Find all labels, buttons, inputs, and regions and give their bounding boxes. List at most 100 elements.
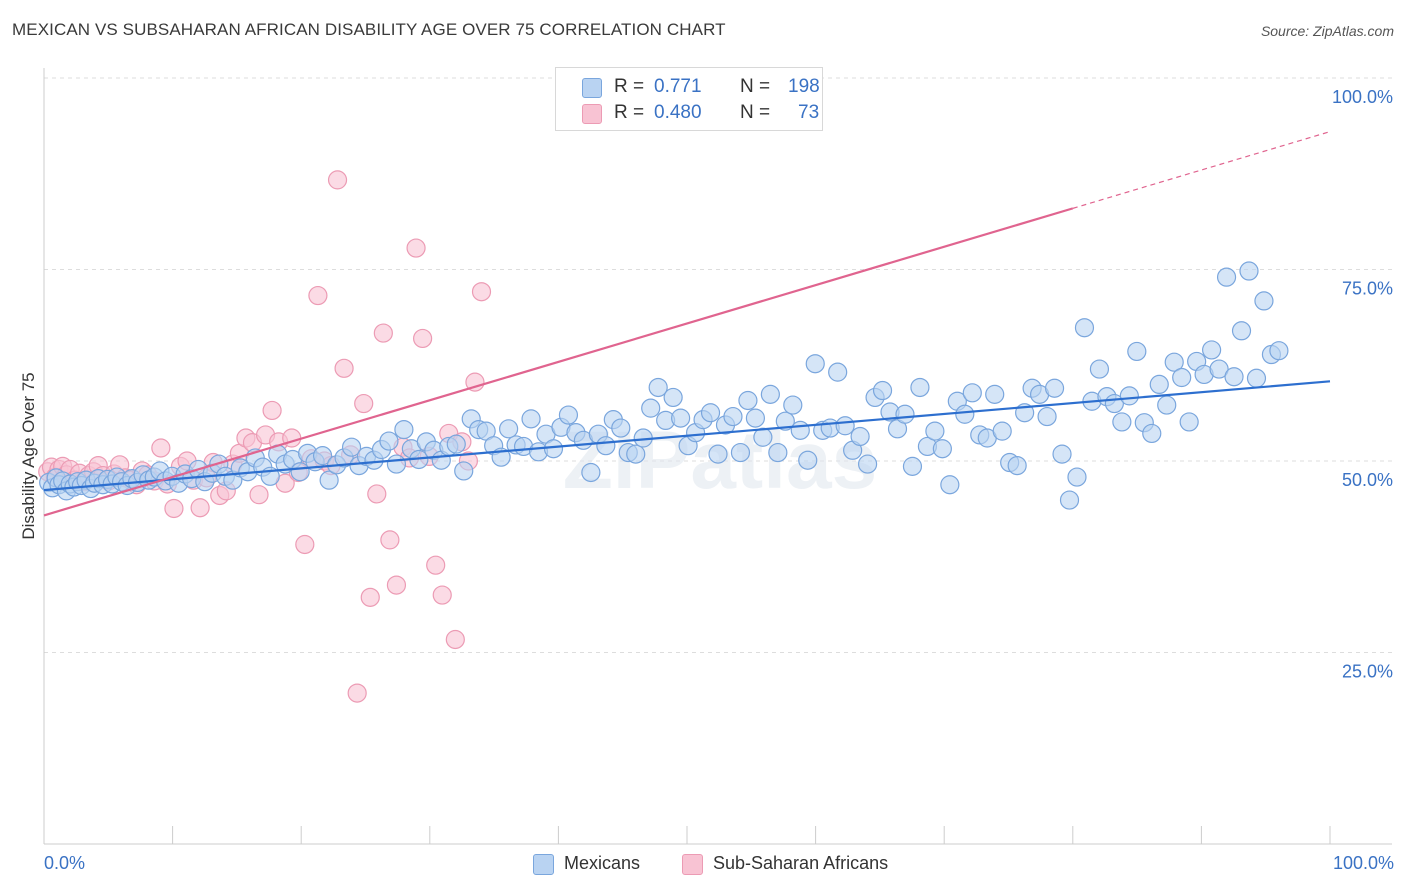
mexicans-point [521,409,541,429]
mexicans-point [700,403,721,423]
africans-trend-line [43,207,1074,517]
mexicans-point [1119,386,1139,406]
mexicans-point [1216,267,1237,287]
mexicans-point [925,421,945,441]
mexicans-point [641,398,661,418]
mexicans-point [1037,406,1057,427]
mexicans-point [753,427,773,447]
mexicans-point [835,416,855,436]
mexicans-legend-swatch [533,854,554,875]
mexicans-point [723,406,743,427]
trend-lines [43,131,1331,517]
mexicans-point [1179,412,1199,432]
africans-point [249,485,269,505]
africans-point [406,238,426,258]
mexicans-point [671,408,691,428]
mexicans-point [1074,318,1095,338]
n-value: 198 [788,76,820,97]
mexicans-point [940,475,960,495]
mexicans-point [1112,412,1132,432]
africans-legend-swatch [682,854,703,875]
mexicans-point [962,383,982,403]
mexicans-point [558,405,579,425]
mexicans-point [1254,291,1274,311]
mexicans-point [738,390,758,411]
mexicans-point [1149,374,1169,394]
africans-point [445,629,465,650]
africans-swatch [582,104,602,124]
mexicans-point [790,420,810,440]
mexicans-point [543,439,564,459]
x-tick-label-min: 0.0% [44,853,85,873]
chart-title: MEXICAN VS SUBSAHARAN AFRICAN DISABILITY… [12,20,726,39]
mexicans-point [872,380,893,401]
stats-legend: R = 0.771 N = 198 R = 0.480 N = 73 [555,67,823,131]
mexicans-point [648,377,668,398]
mexicans-point [857,454,878,474]
mexicans-point [902,456,923,476]
mexicans-point [745,408,766,428]
africans-point [426,555,446,575]
mexicans-point [1202,340,1222,360]
africans-point [327,170,348,190]
africans-trend-line-extension [1072,131,1331,209]
mexicans-point [1067,467,1087,487]
mexicans-point [611,418,631,438]
mexicans-point [910,377,930,398]
africans-point [308,285,328,306]
source-note: Source: ZipAtlas.com [1260,23,1394,39]
mexicans-point [895,404,915,424]
mexicans-point [626,444,646,464]
africans-point [413,328,433,349]
mexicans-point [1052,444,1072,464]
africans-point [373,323,393,343]
r-value: 0.771 [654,76,702,97]
mexicans-point [985,384,1005,404]
mexicans-point [1089,359,1110,379]
africans-point [354,393,374,414]
africans-point [380,530,400,550]
africans-point [347,683,367,703]
n-label: N = [740,76,771,97]
mexicans-point [1059,490,1080,510]
series-legend: Mexicans Sub-Saharan Africans [0,852,1406,878]
mexicans-point [312,446,333,466]
mexicans-point [1246,368,1267,388]
africans-point [360,587,380,607]
n-value: 73 [798,102,820,123]
mexicans-point [319,470,339,490]
mexicans-point [1239,261,1259,281]
mexicans-point [1007,455,1027,476]
mexicans-point [730,442,751,463]
mexicans-point [379,431,399,451]
mexicans-point [1044,378,1065,398]
y-tick-label: 25.0% [1342,662,1393,682]
y-tick-label: 75.0% [1342,279,1393,299]
africans-point [386,575,407,595]
x-tick-label-max: 100.0% [1333,853,1394,873]
mexicans-point [1172,367,1192,388]
mexicans-point [775,411,795,431]
mexicans-point [783,395,803,415]
mexicans-point [1269,341,1289,361]
africans-point [295,534,315,555]
r-label: R = [614,102,645,123]
mexicans-point [1127,341,1147,362]
mexicans-point [932,439,952,459]
africans-point [262,400,282,421]
r-value: 0.480 [654,102,702,123]
mexicans-point [1157,395,1177,415]
mexicans-point [1142,423,1162,444]
mexicans-legend-label: Mexicans [564,853,641,873]
mexicans-point [828,362,848,382]
mexicans-point [1164,352,1184,372]
mexicans-point [386,454,407,474]
africans-point [151,438,171,458]
r-label: R = [614,76,645,97]
africans-legend-label: Sub-Saharan Africans [713,853,889,873]
mexicans-point [596,436,616,456]
mexicans-point [1224,367,1244,387]
mexicans-point [805,354,825,374]
mexicans-swatch [582,78,602,98]
mexicans-point [708,444,728,464]
